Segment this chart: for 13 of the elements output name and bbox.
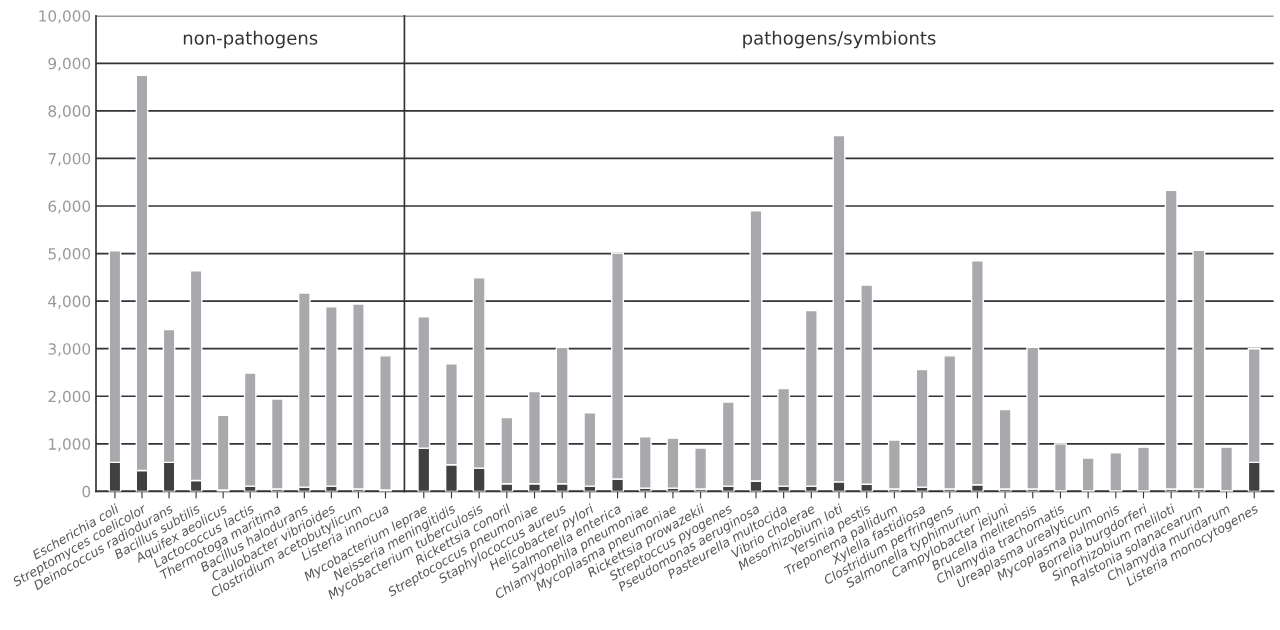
y-tick-label: 5,000: [48, 248, 91, 262]
y-tick-label: 9,000: [48, 57, 91, 71]
y-tick-label: 7,000: [48, 152, 91, 167]
y-tick-label: 2,000: [48, 390, 91, 404]
y-tick-label: 6,000: [48, 200, 91, 214]
annotation: pathogens/symbionts: [743, 30, 936, 49]
y-tick-label: 10,000: [39, 10, 91, 24]
y-tick-label: 0: [82, 485, 91, 498]
y-tick-label: 3,000: [48, 343, 91, 357]
y-tick-label: 1,000: [49, 438, 91, 452]
annotation: non-pathogens: [183, 30, 318, 49]
y-tick-label: 4,000: [48, 295, 91, 309]
y-tick-label: 8,000: [48, 105, 91, 119]
